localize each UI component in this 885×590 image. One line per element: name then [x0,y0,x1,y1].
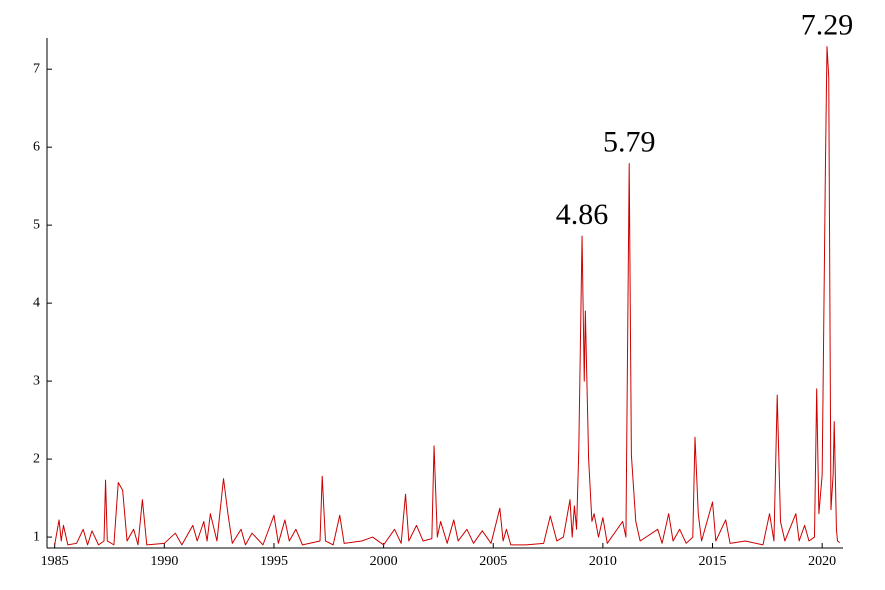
x-tick-label: 2015 [699,554,727,569]
y-tick-label: 7 [33,61,40,76]
peak-label: 7.29 [801,9,854,42]
y-tick-label: 1 [33,529,40,544]
y-tick-label: 5 [33,217,40,232]
x-tick-label: 1995 [260,554,288,569]
x-tick-label: 2005 [479,554,507,569]
peak-label: 4.86 [556,198,609,231]
x-tick-label: 1985 [41,554,69,569]
y-tick-label: 6 [33,139,40,154]
x-tick-label: 2020 [808,554,836,569]
y-tick-label: 2 [33,451,40,466]
peak-label: 5.79 [603,126,656,159]
y-tick-label: 3 [33,373,40,388]
x-tick-label: 1990 [150,554,178,569]
y-tick-label: 4 [33,295,40,310]
x-tick-label: 2010 [589,554,617,569]
line [54,46,841,546]
x-tick-label: 2000 [370,554,398,569]
